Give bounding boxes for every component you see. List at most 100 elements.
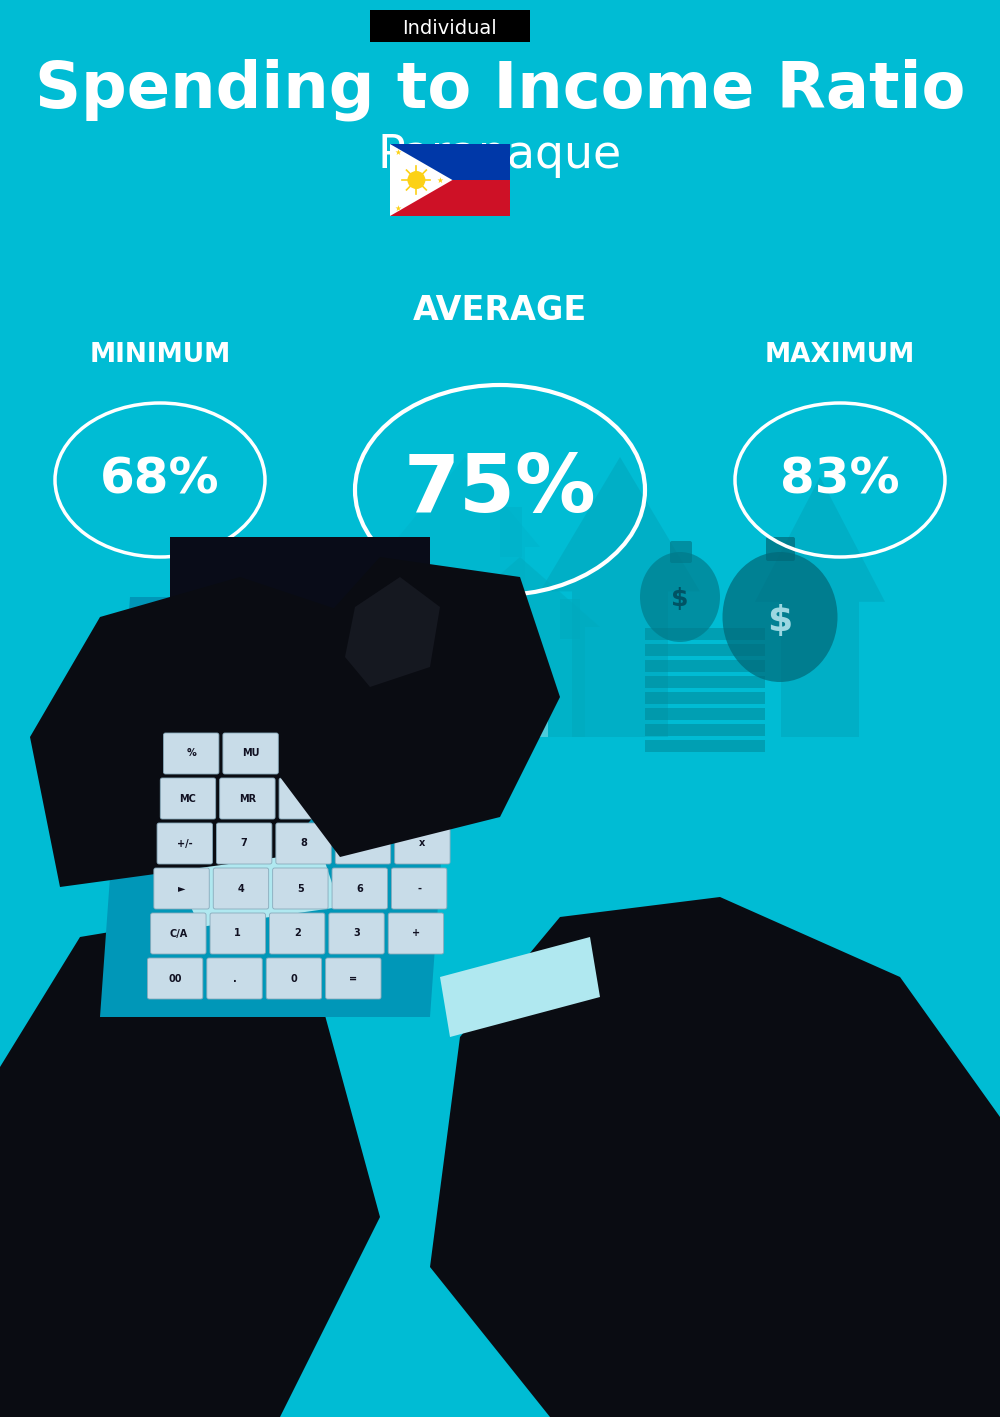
Polygon shape (170, 537, 430, 626)
Text: $: $ (671, 587, 689, 611)
Polygon shape (440, 557, 600, 626)
FancyBboxPatch shape (645, 740, 765, 752)
FancyBboxPatch shape (213, 869, 269, 908)
FancyBboxPatch shape (157, 823, 212, 864)
Text: 2: 2 (294, 928, 301, 938)
FancyBboxPatch shape (335, 823, 391, 864)
Text: %: % (186, 748, 196, 758)
Text: .: . (233, 973, 236, 983)
Text: +: + (412, 928, 420, 938)
FancyBboxPatch shape (390, 145, 510, 180)
FancyBboxPatch shape (326, 958, 381, 999)
Polygon shape (175, 847, 340, 927)
Text: MR: MR (239, 794, 256, 803)
Text: ★: ★ (395, 147, 401, 156)
FancyBboxPatch shape (276, 823, 331, 864)
Text: $: $ (767, 604, 793, 638)
Text: :: : (424, 794, 428, 803)
FancyBboxPatch shape (269, 913, 325, 954)
FancyBboxPatch shape (151, 913, 206, 954)
Ellipse shape (722, 553, 838, 682)
Text: MAXIMUM: MAXIMUM (765, 341, 915, 368)
Polygon shape (345, 577, 440, 687)
FancyBboxPatch shape (766, 537, 795, 561)
FancyBboxPatch shape (645, 708, 765, 720)
Polygon shape (390, 145, 452, 215)
Polygon shape (540, 458, 700, 737)
FancyBboxPatch shape (223, 733, 278, 774)
Text: 0: 0 (291, 973, 297, 983)
Polygon shape (430, 897, 1000, 1417)
Text: =: = (349, 973, 357, 983)
Circle shape (407, 171, 425, 188)
Polygon shape (440, 937, 600, 1037)
Text: C/A: C/A (169, 928, 187, 938)
Text: M+: M+ (357, 794, 375, 803)
Text: 9: 9 (360, 839, 366, 849)
FancyBboxPatch shape (395, 823, 450, 864)
FancyBboxPatch shape (210, 913, 265, 954)
FancyBboxPatch shape (645, 724, 765, 735)
FancyBboxPatch shape (388, 913, 444, 954)
FancyBboxPatch shape (220, 778, 275, 819)
Text: 5: 5 (297, 884, 304, 894)
Text: 68%: 68% (100, 456, 220, 504)
Text: ►: ► (178, 884, 185, 894)
Polygon shape (390, 458, 540, 547)
FancyBboxPatch shape (390, 180, 510, 215)
FancyBboxPatch shape (455, 626, 585, 737)
Polygon shape (280, 557, 560, 857)
FancyBboxPatch shape (500, 507, 522, 557)
FancyBboxPatch shape (207, 958, 262, 999)
Text: ★: ★ (395, 204, 401, 213)
Text: 6: 6 (356, 884, 363, 894)
FancyBboxPatch shape (154, 869, 209, 908)
Text: -: - (417, 884, 421, 894)
FancyBboxPatch shape (560, 599, 580, 639)
Text: 8: 8 (300, 839, 307, 849)
Text: 83%: 83% (780, 456, 900, 504)
Text: +/-: +/- (177, 839, 193, 849)
Text: 1: 1 (234, 928, 241, 938)
Ellipse shape (640, 553, 720, 642)
Text: x: x (419, 839, 425, 849)
Text: Paranaque: Paranaque (378, 133, 622, 177)
FancyBboxPatch shape (645, 643, 765, 656)
FancyBboxPatch shape (645, 676, 765, 689)
FancyBboxPatch shape (147, 958, 203, 999)
FancyBboxPatch shape (670, 541, 692, 563)
FancyBboxPatch shape (329, 913, 384, 954)
Text: ★: ★ (437, 176, 444, 184)
Text: MC: MC (180, 794, 196, 803)
FancyBboxPatch shape (273, 869, 328, 908)
FancyBboxPatch shape (468, 669, 503, 737)
FancyBboxPatch shape (266, 958, 322, 999)
FancyBboxPatch shape (338, 778, 394, 819)
Text: 00: 00 (168, 973, 182, 983)
FancyBboxPatch shape (332, 869, 387, 908)
FancyBboxPatch shape (645, 660, 765, 672)
FancyBboxPatch shape (279, 778, 334, 819)
FancyBboxPatch shape (160, 778, 216, 819)
Text: 4: 4 (238, 884, 244, 894)
Text: MINIMUM: MINIMUM (89, 341, 231, 368)
Polygon shape (755, 478, 885, 737)
FancyBboxPatch shape (391, 869, 447, 908)
FancyBboxPatch shape (370, 10, 530, 43)
Text: 75%: 75% (404, 451, 596, 529)
Polygon shape (30, 577, 380, 887)
Polygon shape (100, 597, 460, 1017)
Text: M-: M- (300, 794, 314, 803)
Text: 7: 7 (241, 839, 248, 849)
FancyBboxPatch shape (398, 778, 453, 819)
Polygon shape (0, 917, 380, 1417)
FancyBboxPatch shape (513, 669, 548, 737)
Text: 3: 3 (353, 928, 360, 938)
FancyBboxPatch shape (405, 547, 525, 657)
Text: Spending to Income Ratio: Spending to Income Ratio (35, 58, 965, 122)
FancyBboxPatch shape (164, 733, 219, 774)
FancyBboxPatch shape (216, 823, 272, 864)
FancyBboxPatch shape (645, 628, 765, 640)
Text: MU: MU (242, 748, 259, 758)
Text: AVERAGE: AVERAGE (413, 293, 587, 326)
